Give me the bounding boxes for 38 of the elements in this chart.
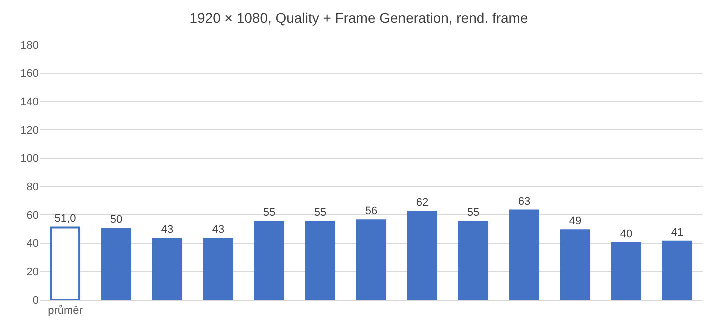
y-tick-label: 140	[20, 96, 39, 109]
data-label: 41	[671, 226, 684, 239]
y-tick-label: 120	[20, 124, 39, 137]
data-label: 40	[620, 228, 633, 240]
bar	[356, 220, 387, 300]
data-label: 49	[569, 216, 582, 228]
data-label: 55	[467, 207, 480, 220]
x-tick-label: průměr	[48, 305, 84, 318]
bar	[203, 238, 234, 300]
data-label: 43	[212, 224, 225, 236]
data-label: 62	[416, 197, 429, 210]
bar	[560, 230, 591, 300]
y-tick-label: 100	[20, 153, 39, 166]
chart-title: 1920 × 1080, Quality + Frame Generation, rend. frame	[190, 10, 528, 26]
data-label: 55	[263, 207, 276, 220]
data-label: 55	[314, 207, 327, 220]
data-label: 43	[161, 224, 174, 236]
data-label: 50	[110, 214, 123, 226]
bar	[458, 221, 489, 300]
y-tick-label: 40	[26, 238, 39, 250]
bar	[407, 211, 438, 300]
data-label: 63	[518, 196, 531, 208]
bar	[662, 240, 693, 300]
bar	[254, 221, 285, 300]
y-tick-label: 20	[26, 266, 39, 279]
y-tick-label: 60	[26, 210, 39, 222]
y-tick-label: 180	[20, 40, 39, 52]
y-tick-label: 80	[26, 182, 39, 194]
bar	[611, 242, 642, 300]
y-tick-label: 160	[20, 68, 39, 80]
bar	[509, 210, 540, 300]
data-label: 56	[365, 206, 378, 218]
bar	[101, 228, 132, 300]
bar	[152, 238, 183, 300]
bar	[305, 221, 336, 300]
data-label: 51,0	[54, 212, 76, 225]
y-tick-label: 0	[32, 294, 39, 307]
bar	[50, 226, 81, 300]
